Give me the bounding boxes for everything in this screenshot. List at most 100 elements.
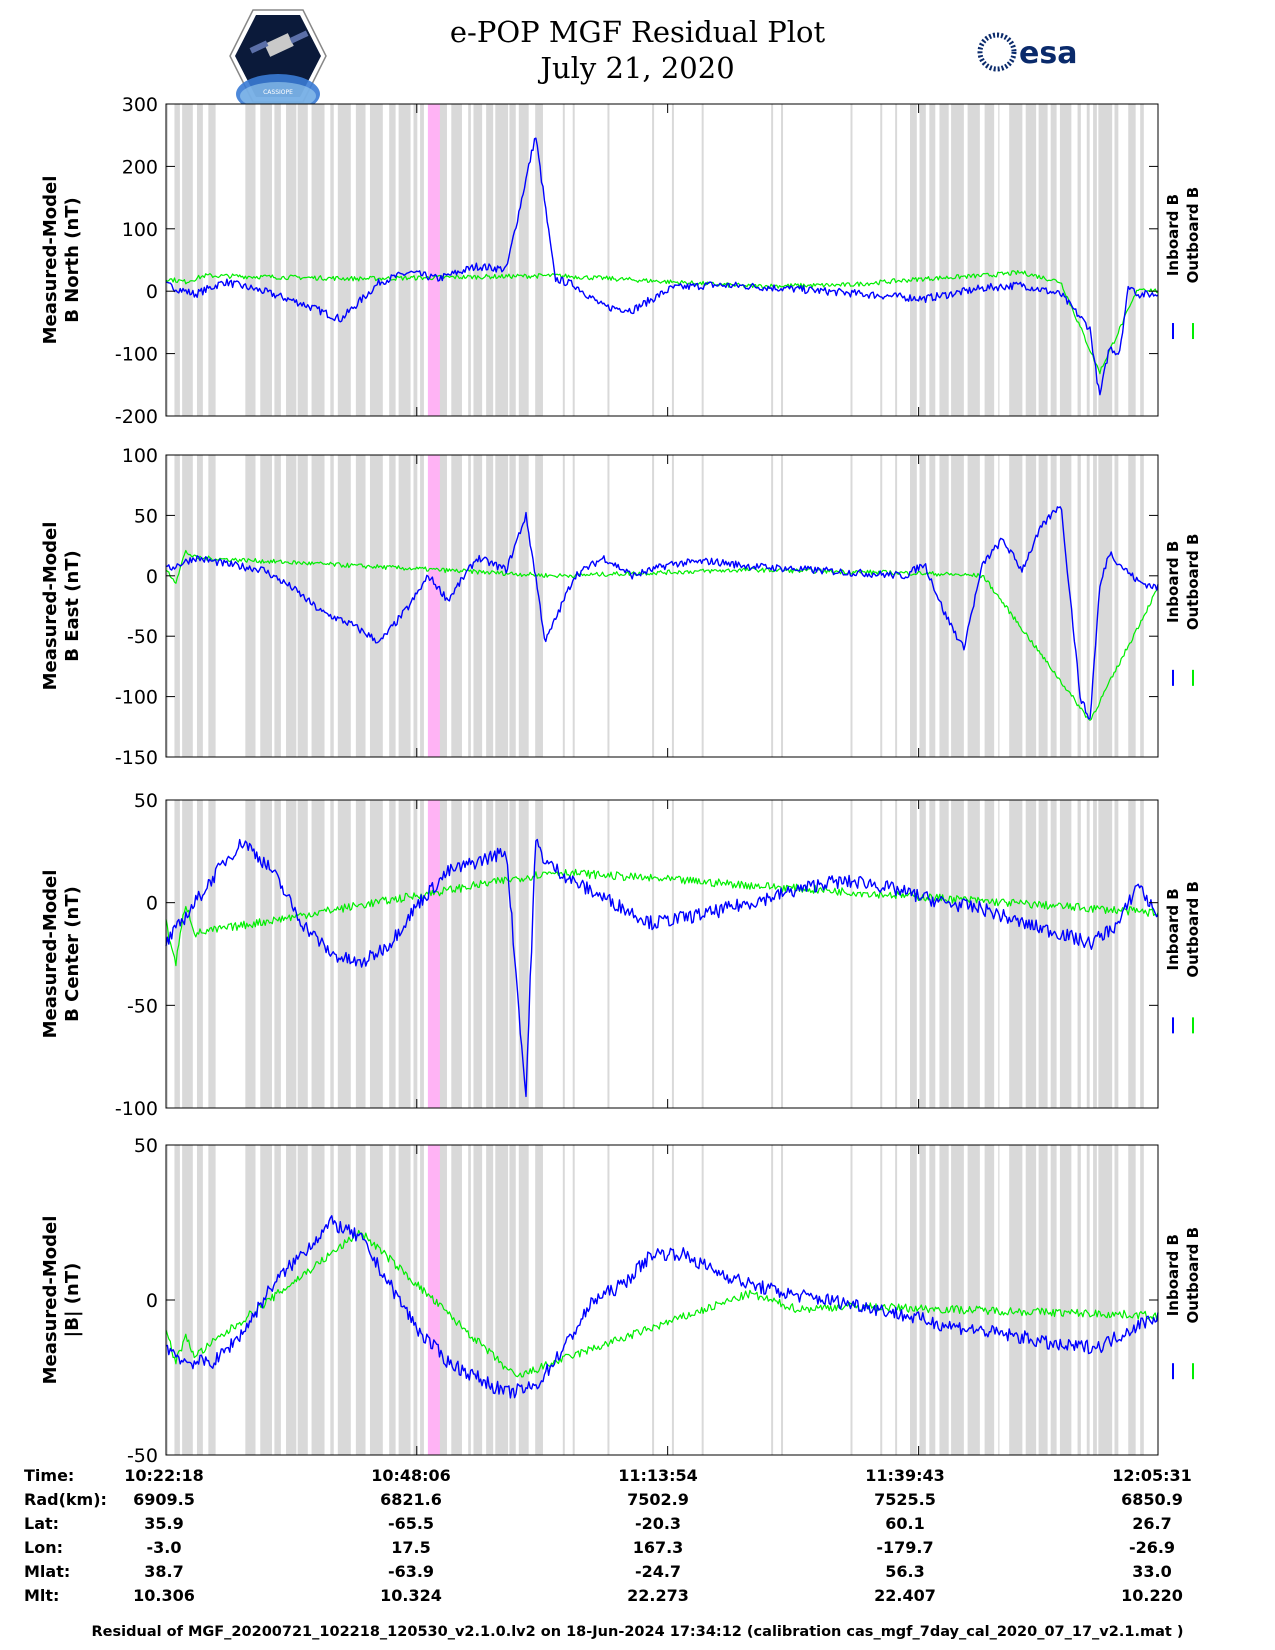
data-gap-shading — [451, 104, 462, 416]
data-gap-shading — [1086, 1145, 1090, 1455]
data-gap-shading — [509, 1145, 516, 1455]
data-gap-shading — [1140, 104, 1144, 416]
data-gap-shading — [671, 104, 674, 416]
data-gap-shading — [420, 800, 424, 1108]
data-gap-shading — [468, 800, 471, 1108]
ephemeris-value: 10.306 — [133, 1586, 195, 1605]
ephemeris-label: Rad(km): — [24, 1490, 107, 1509]
legend-label: Inboard B — [1164, 541, 1182, 623]
plot-frame — [165, 103, 1159, 417]
data-gap-shading — [286, 455, 297, 757]
data-gap-shading — [1009, 1145, 1023, 1455]
legend-label: Inboard B — [1164, 194, 1182, 276]
data-gap-shading — [919, 1145, 926, 1455]
data-gap-shading — [984, 800, 995, 1108]
ephemeris-label: Mlt: — [24, 1586, 60, 1605]
ephemeris-value: -24.7 — [634, 1562, 682, 1581]
y-axis-label-line-2: B Center (nT) — [62, 886, 83, 1022]
data-gap-shading — [572, 800, 575, 1108]
data-gap-shading — [330, 104, 334, 416]
data-gap-shading — [562, 800, 565, 1108]
data-gap-shading — [389, 1145, 396, 1455]
data-gap-shading — [929, 1145, 936, 1455]
ephemeris-value: 60.1 — [885, 1514, 925, 1533]
panel-b-east: 100 50 0 -50 -100 -150 Measured-ModelB East (n… — [40, 445, 1202, 769]
ephemeris-row-time: Time: 10:22:18 10:48:06 11:13:54 11:39:4… — [0, 1466, 1275, 1488]
data-gap-shading — [535, 1145, 543, 1455]
highlight-interval — [427, 1145, 440, 1455]
ephemeris-row-lon: Lon: -3.0 17.5 167.3 -179.7 -26.9 — [0, 1538, 1275, 1560]
y-axis-label-line-1: Measured-Model — [40, 1216, 61, 1385]
data-gap-shading — [166, 800, 168, 1108]
data-gap-shading — [1114, 455, 1119, 757]
data-gap-shading — [1128, 800, 1136, 1108]
y-tick-label: -50 — [127, 995, 158, 1017]
data-gap-shading — [518, 104, 529, 416]
data-gap-shading — [1093, 104, 1097, 416]
data-gap-shading — [535, 800, 543, 1108]
data-gap-shading — [1050, 1145, 1057, 1455]
data-gap-shading — [286, 1145, 297, 1455]
data-gap-shading — [572, 455, 575, 757]
highlight-interval — [427, 104, 440, 416]
data-gap-shading — [1025, 455, 1037, 757]
y-axis-label: Measured-ModelB Center (nT) — [40, 870, 83, 1039]
ephemeris-row-mlat: Mlat: 38.7 -63.9 -24.7 56.3 33.0 — [0, 1562, 1275, 1584]
data-gap-shading — [951, 800, 964, 1108]
data-gap-shading — [607, 455, 610, 757]
data-gap-shading — [174, 1145, 180, 1455]
ephemeris-row-lat: Lat: 35.9 -65.5 -20.3 60.1 26.7 — [0, 1514, 1275, 1536]
data-gap-shading — [311, 104, 325, 416]
ephemeris-label: Lat: — [24, 1514, 60, 1533]
data-gap-shading — [939, 104, 949, 416]
y-axis-label-line-2: B North (nT) — [62, 197, 83, 323]
data-gap-shading — [572, 104, 575, 416]
y-tick-label: 0 — [146, 566, 158, 588]
data-gap-shading — [1077, 455, 1081, 757]
data-gap-shading — [518, 800, 529, 1108]
data-gap-shading — [337, 455, 351, 757]
data-gap-shading — [880, 1145, 883, 1455]
data-gap-shading — [1077, 1145, 1081, 1455]
data-gap-shading — [1114, 104, 1119, 416]
data-gap-shading — [245, 800, 256, 1108]
data-gap-shading — [509, 455, 516, 757]
plot-frame — [165, 799, 1159, 1109]
data-gap-shading — [311, 800, 325, 1108]
data-gap-shading — [468, 1145, 471, 1455]
data-gap-shading — [850, 800, 853, 1108]
y-tick-label: 0 — [146, 1290, 158, 1312]
data-gap-shading — [174, 455, 180, 757]
data-gap-shading — [1009, 104, 1023, 416]
y-tick-label: 200 — [122, 156, 158, 178]
data-gap-shading — [998, 800, 1000, 1108]
data-gap-shading — [286, 104, 297, 416]
title-line-2: July 21, 2020 — [540, 51, 735, 85]
data-gap-shading — [1009, 455, 1023, 757]
data-gap-shading — [652, 800, 655, 1108]
data-gap-shading — [297, 455, 308, 757]
data-gap-shading — [182, 455, 193, 757]
ephemeris-value: 7502.9 — [627, 1490, 689, 1509]
data-gap-shading — [420, 1145, 424, 1455]
y-tick-label: 50 — [134, 1135, 158, 1157]
y-axis-label-line-2: B East (nT) — [62, 550, 83, 662]
ephemeris-value: 10.220 — [1121, 1586, 1183, 1605]
panel-b-magnitude: 50 0 -50 Measured-Model|B| (nT) Inboard B Out… — [40, 1135, 1202, 1467]
ephemeris-value: 22.273 — [627, 1586, 689, 1605]
data-gap-shading — [652, 455, 655, 757]
data-gap-shading — [413, 1145, 418, 1455]
legend-label: Inboard B — [1164, 1234, 1182, 1316]
data-gap-shading — [929, 455, 936, 757]
data-gap-shading — [1059, 104, 1072, 416]
ephemeris-row-rad: Rad(km): 6909.5 6821.6 7502.9 7525.5 685… — [0, 1490, 1275, 1512]
series-inboard-line — [165, 506, 1159, 720]
data-gap-shading — [398, 104, 411, 416]
data-gap-shading — [337, 1145, 351, 1455]
data-gap-shading — [1128, 455, 1136, 757]
plot-frame — [165, 454, 1159, 758]
data-gap-shading — [208, 104, 216, 416]
data-gap-shading — [355, 800, 366, 1108]
data-gap-shading — [1077, 104, 1081, 416]
